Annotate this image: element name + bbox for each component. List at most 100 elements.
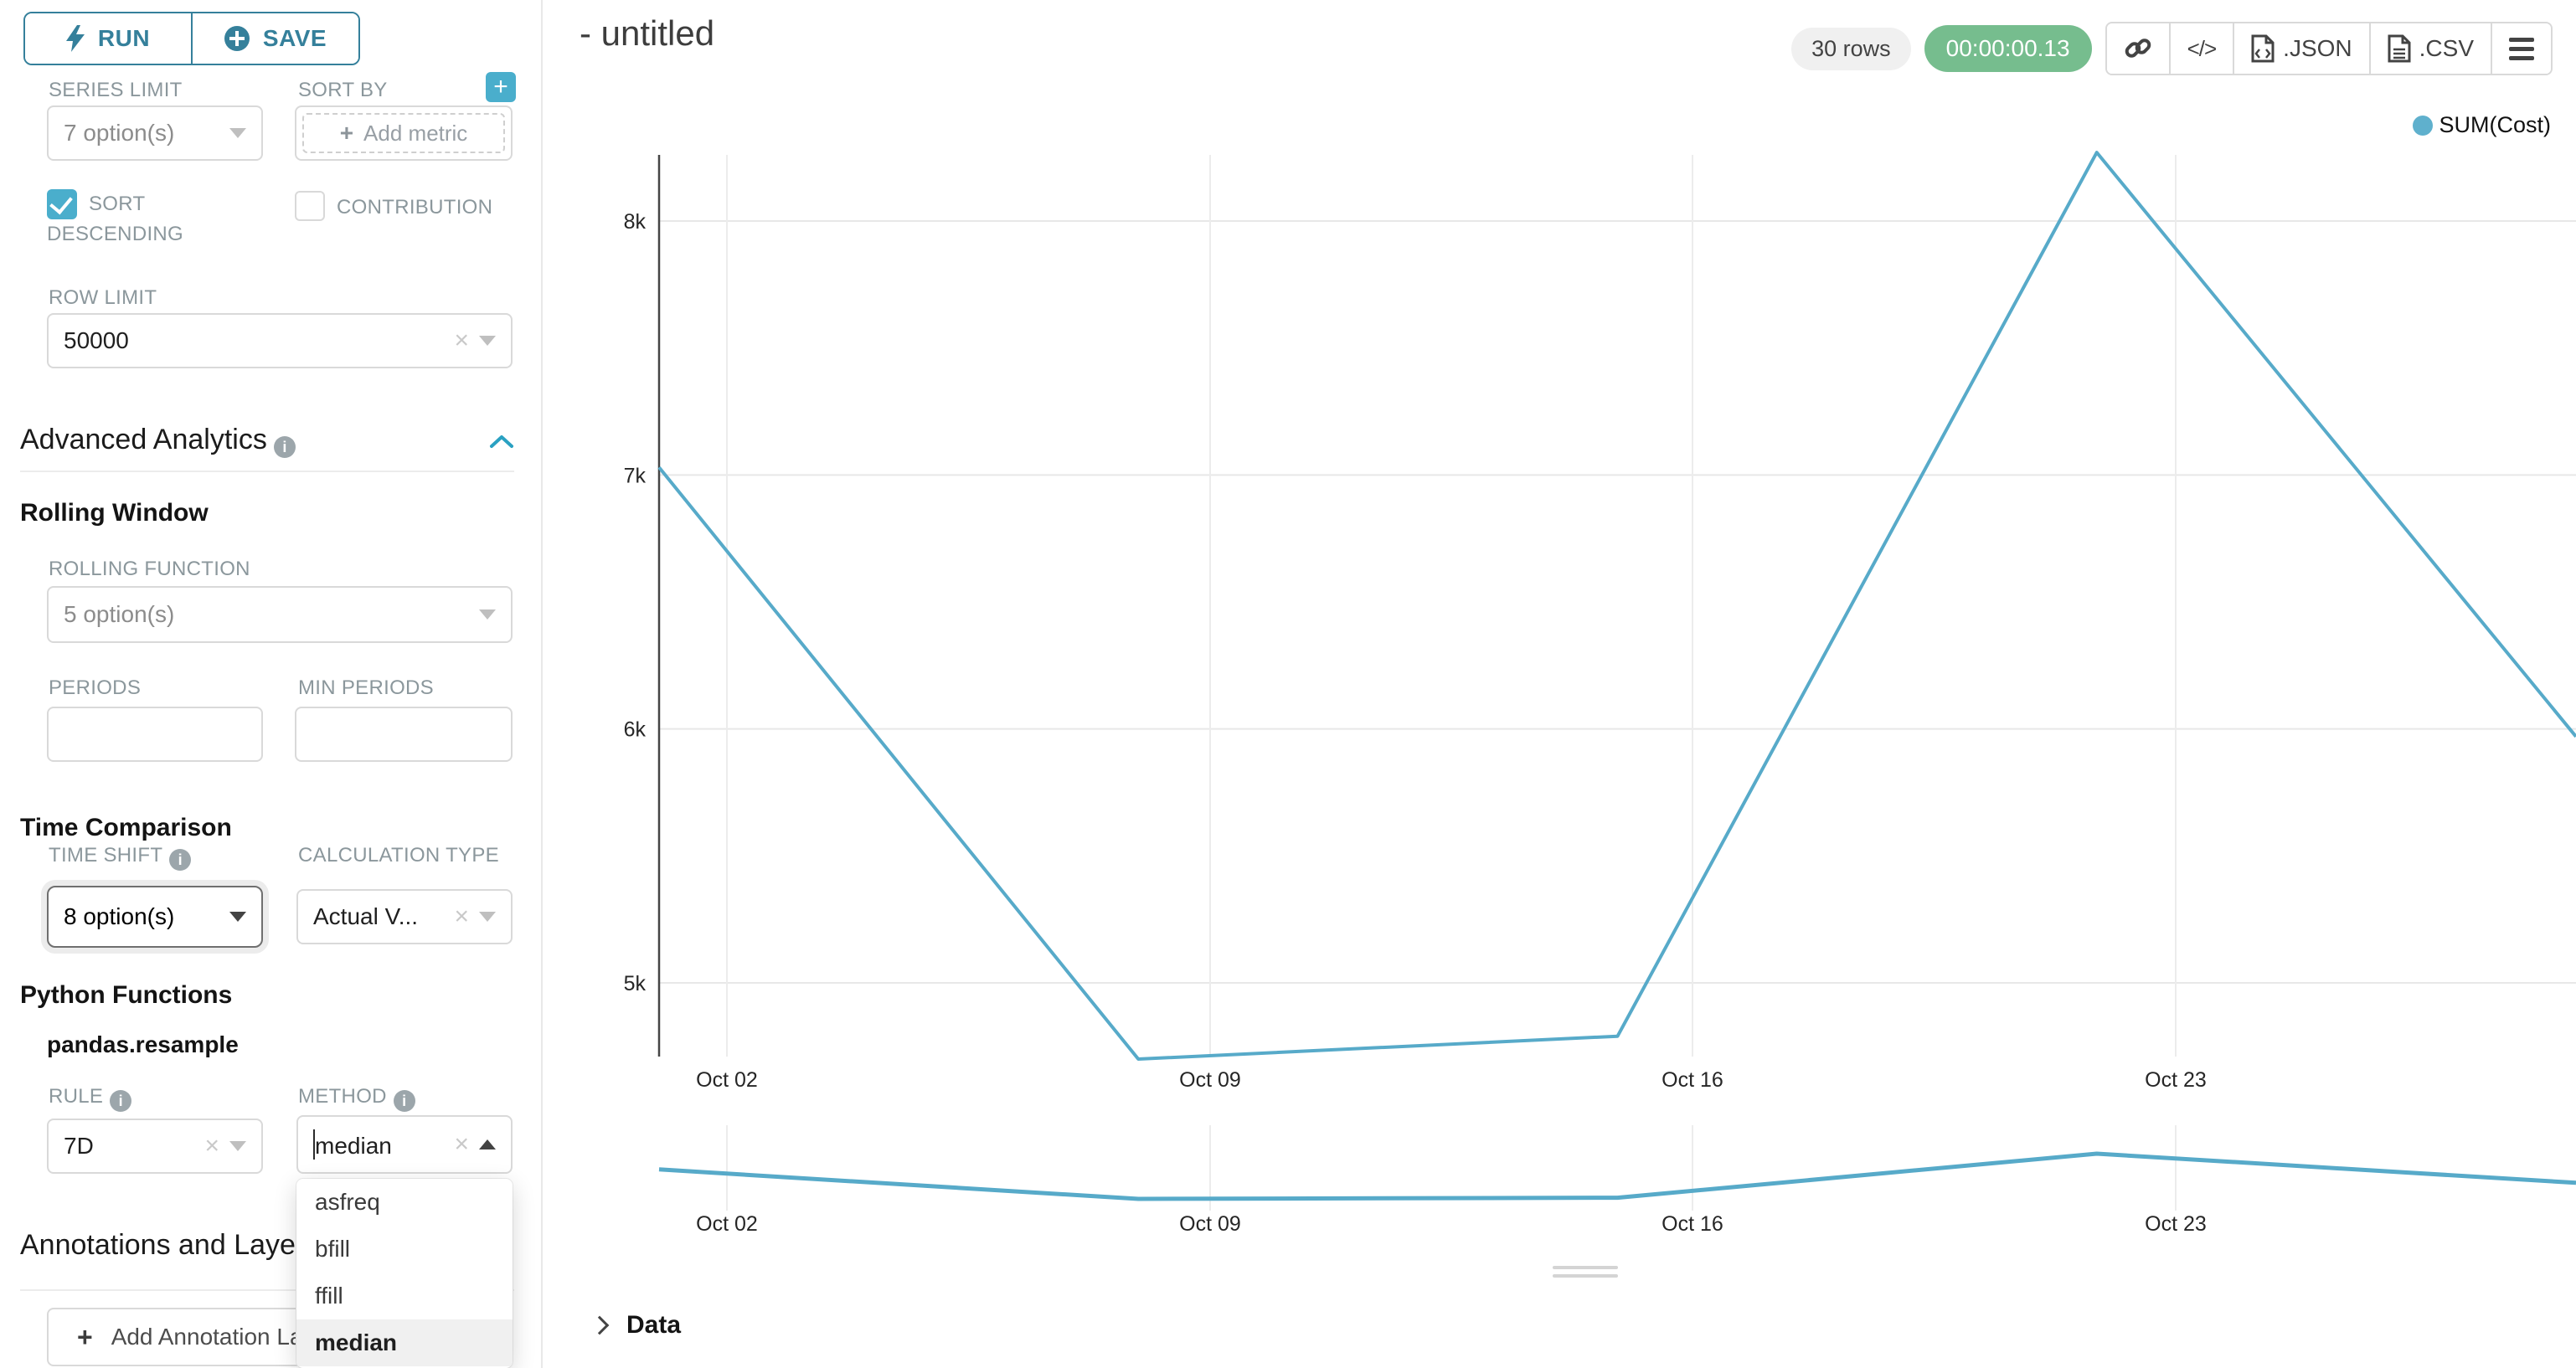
min-periods-input[interactable] <box>295 707 513 762</box>
x-tick-label: Oct 09 <box>1179 1068 1241 1092</box>
chart-title[interactable]: - untitled <box>580 13 715 53</box>
data-panel-toggle[interactable]: Data <box>590 1311 682 1340</box>
hamburger-menu-icon <box>2509 37 2534 60</box>
link-icon <box>2125 39 2151 58</box>
contribution-checkbox[interactable] <box>295 191 325 221</box>
view-query-button[interactable] <box>2168 23 2233 74</box>
time-comparison-title: Time Comparison <box>20 814 232 841</box>
x-tick-label: Oct 23 <box>2145 1068 2207 1092</box>
export-json-label: .JSON <box>2283 35 2352 61</box>
sort-by-control: Add metric <box>295 105 513 161</box>
chevron-down-icon <box>229 912 246 922</box>
sort-descending-checkbox[interactable] <box>47 189 77 219</box>
clear-icon[interactable] <box>454 904 469 929</box>
x-tick-label: Oct 16 <box>1662 1068 1723 1092</box>
clear-icon[interactable] <box>454 328 469 353</box>
chevron-down-icon <box>229 1141 246 1151</box>
calculation-type-label: CALCULATION TYPE <box>298 844 499 867</box>
export-json-button[interactable]: .JSON <box>2233 23 2369 74</box>
chevron-right-icon <box>590 1315 610 1335</box>
chevron-down-icon <box>479 336 496 346</box>
chevron-up-icon <box>479 1139 496 1149</box>
chart-legend[interactable]: SUM(Cost) <box>2412 112 2551 138</box>
csv-file-icon <box>2388 34 2411 63</box>
chart-panel: - untitled 30 rows 00:00:00.13 <box>543 0 2576 1368</box>
annotations-layers-title: Annotations and Layers <box>20 1229 320 1261</box>
pandas-resample-label: pandas.resample <box>47 1031 239 1057</box>
export-csv-label: .CSV <box>2419 35 2474 61</box>
chart-menu-button[interactable] <box>2491 23 2551 74</box>
series-limit-select[interactable]: 7 option(s) <box>47 105 263 161</box>
rule-select[interactable]: 7D <box>47 1119 263 1174</box>
control-panel-sidebar: RUN SAVE SERIES LIMIT SORT BY 7 option(s… <box>0 0 543 1368</box>
method-label-text: METHOD <box>298 1085 387 1108</box>
sort-by-label: SORT BY <box>298 79 388 101</box>
time-shift-label: TIME SHIFT <box>49 844 192 871</box>
data-panel-title: Data <box>626 1311 682 1339</box>
export-csv-button[interactable]: .CSV <box>2368 23 2491 74</box>
rule-label-text: RULE <box>49 1085 104 1108</box>
save-button-label: SAVE <box>262 25 327 51</box>
rolling-window-title: Rolling Window <box>20 499 209 527</box>
time-shift-select[interactable]: 8 option(s) <box>47 886 263 948</box>
method-option-bfill[interactable]: bfill <box>315 1236 351 1262</box>
add-metric-label: Add metric <box>363 120 468 146</box>
y-tick-label: 8k <box>624 210 647 234</box>
sort-descending-label-line1: SORT <box>89 193 146 215</box>
info-icon <box>393 1090 415 1112</box>
rolling-function-label: ROLLING FUNCTION <box>49 558 250 580</box>
chevron-down-icon <box>229 128 246 138</box>
calculation-type-value: Actual V... <box>313 903 419 929</box>
row-count-badge: 30 rows <box>1791 27 1911 70</box>
series-limit-label: SERIES LIMIT <box>49 79 183 101</box>
clear-icon[interactable] <box>454 1132 469 1157</box>
method-input-text: median <box>313 1129 442 1160</box>
chevron-down-icon <box>479 912 496 922</box>
y-tick-label: 7k <box>624 464 647 487</box>
legend-series-dot <box>2412 115 2433 136</box>
add-metric-button[interactable]: Add metric <box>302 113 505 153</box>
plus-circle-icon <box>224 26 250 51</box>
time-shift-value: 8 option(s) <box>64 903 175 929</box>
copy-link-button[interactable] <box>2106 23 2169 74</box>
min-periods-label: MIN PERIODS <box>298 676 434 699</box>
clear-icon[interactable] <box>204 1134 219 1159</box>
method-option-asfreq[interactable]: asfreq <box>315 1189 380 1215</box>
method-dropdown-menu: asfreq bfill ffill median <box>296 1179 513 1368</box>
annotations-layers-header[interactable]: Annotations and Layers <box>20 1229 319 1262</box>
method-input-value: median <box>315 1133 392 1159</box>
save-button[interactable]: SAVE <box>191 13 358 64</box>
lightning-bolt-icon <box>65 25 85 52</box>
add-sort-metric-plus-button[interactable] <box>486 72 516 102</box>
info-icon <box>169 849 192 871</box>
run-button-label: RUN <box>97 25 151 51</box>
section-divider <box>20 1289 514 1291</box>
series-limit-value: 7 option(s) <box>64 120 175 146</box>
export-button-group: .JSON .CSV <box>2105 22 2553 75</box>
method-option-ffill[interactable]: ffill <box>315 1283 343 1309</box>
method-option-median[interactable]: median <box>296 1319 513 1366</box>
line-chart-canvas[interactable]: 8k 7k 6k 5k Oct 02 Oct 09 Oct 16 Oct 23 Oct 02 Oc… <box>543 0 2576 1256</box>
periods-input[interactable] <box>47 707 263 762</box>
rolling-function-select[interactable]: 5 option(s) <box>47 586 513 643</box>
info-icon <box>110 1090 132 1112</box>
panel-resize-handle[interactable] <box>1553 1266 1618 1278</box>
method-combobox-open[interactable]: median <box>296 1115 513 1174</box>
time-shift-label-text: TIME SHIFT <box>49 844 163 867</box>
preview-tick-label: Oct 16 <box>1662 1212 1723 1236</box>
periods-label: PERIODS <box>49 676 142 699</box>
python-functions-title: Python Functions <box>20 981 233 1009</box>
advanced-analytics-header[interactable]: Advanced Analytics <box>20 424 296 458</box>
row-limit-label: ROW LIMIT <box>49 286 157 309</box>
plus-icon <box>77 1322 93 1353</box>
y-tick-label: 6k <box>624 718 647 742</box>
preview-tick-label: Oct 09 <box>1179 1212 1241 1236</box>
chevron-up-icon[interactable] <box>489 434 514 449</box>
method-label: METHOD <box>298 1085 415 1112</box>
calculation-type-select[interactable]: Actual V... <box>296 889 513 944</box>
run-button[interactable]: RUN <box>25 13 191 64</box>
row-limit-select[interactable]: 50000 <box>47 313 513 368</box>
preview-tick-label: Oct 02 <box>696 1212 758 1236</box>
info-icon <box>273 436 296 458</box>
text-cursor <box>313 1129 315 1160</box>
